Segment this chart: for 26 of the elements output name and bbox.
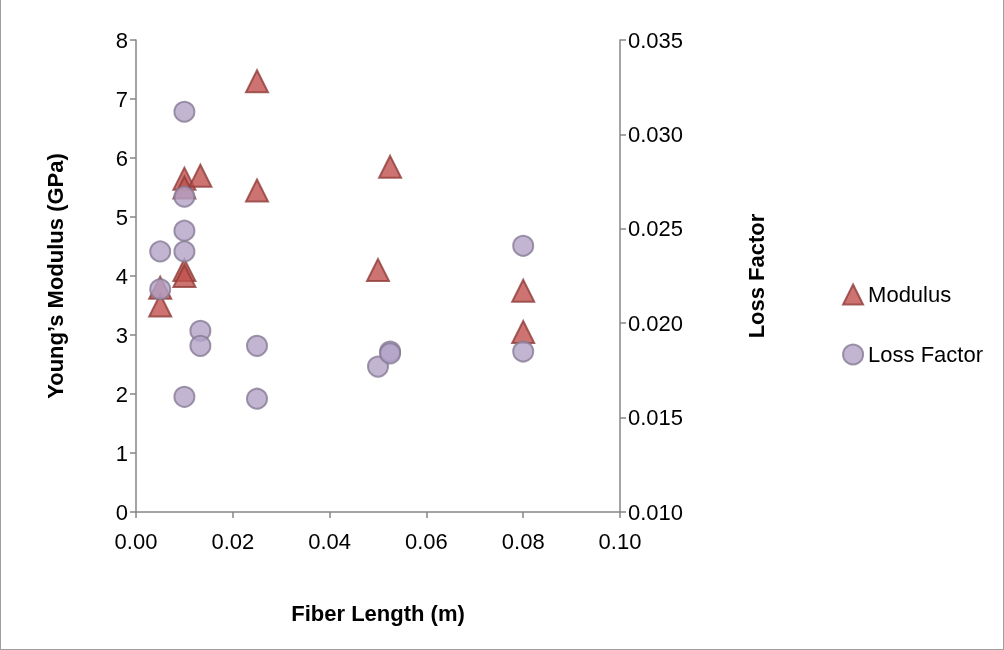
y-tick-label: 6 (115, 145, 128, 171)
y2-tick-label: 0.020 (628, 310, 684, 336)
y-axis-title: Young’s Modulus (GPa) (42, 153, 68, 399)
y-tick-label: 1 (115, 440, 128, 466)
y-tick-label: 4 (115, 263, 128, 289)
x-tick-label: 0.00 (114, 528, 158, 554)
y-tick-label: 2 (115, 381, 128, 407)
y2-tick-label: 0.030 (628, 121, 684, 147)
x-tick-label: 0.08 (501, 528, 545, 554)
x-tick-label: 0.04 (308, 528, 352, 554)
y2-tick-label: 0.025 (628, 216, 684, 242)
y-tick-label: 7 (115, 86, 128, 112)
y2-tick-label: 0.015 (628, 405, 684, 431)
y2-axis-title: Loss Factor (743, 213, 769, 339)
y-tick-label: 0 (115, 499, 128, 525)
y-tick-label: 5 (115, 204, 128, 230)
y-tick-label: 3 (115, 322, 128, 348)
y2-tick-label: 0.010 (628, 499, 684, 525)
x-tick-label: 0.06 (404, 528, 448, 554)
x-axis-title: Fiber Length (m) (291, 600, 465, 626)
legend-label: Loss Factor (868, 342, 984, 367)
x-tick-label: 0.02 (211, 528, 255, 554)
y-tick-label: 8 (115, 27, 128, 53)
y2-tick-label: 0.035 (628, 27, 684, 53)
x-tick-label: 0.10 (598, 528, 642, 554)
legend-label: Modulus (868, 282, 952, 307)
